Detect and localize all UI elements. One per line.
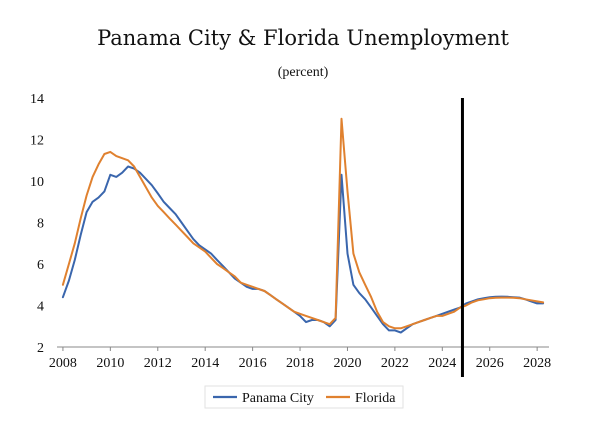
x-axis-ticks: 2008 2010 2012 2014 2016 2018 2020 2022 2024 2026… <box>49 347 551 371</box>
y-tick-label: 10 <box>30 175 44 190</box>
y-tick-label: 4 <box>37 300 44 315</box>
x-tick-label: 2010 <box>96 356 124 371</box>
x-tick-label: 2016 <box>239 356 267 371</box>
legend-box <box>204 385 404 409</box>
x-tick-label: 2028 <box>523 356 551 371</box>
series-group <box>61 117 545 334</box>
y-tick-label: 12 <box>30 134 44 149</box>
series-line-panama-city <box>61 165 545 334</box>
x-tick-label: 2026 <box>476 356 504 371</box>
y-tick-label: 6 <box>37 258 44 273</box>
y-axis-ticks: 2 4 6 8 10 12 14 <box>30 92 44 356</box>
x-tick-label: 2014 <box>191 356 219 371</box>
chart-title: Panama City & Florida Unemployment <box>97 26 509 50</box>
chart-subtitle: (percent) <box>278 65 329 80</box>
x-tick-label: 2012 <box>144 356 172 371</box>
legend-label-panama-city: Panama City <box>242 391 314 406</box>
legend: Panama City Florida <box>204 385 404 409</box>
y-tick-label: 8 <box>37 217 44 232</box>
series-line-florida <box>61 117 545 330</box>
x-tick-label: 2022 <box>381 356 409 371</box>
y-tick-label: 14 <box>30 92 44 107</box>
x-tick-label: 2020 <box>333 356 361 371</box>
x-tick-label: 2018 <box>286 356 314 371</box>
legend-label-florida: Florida <box>355 391 396 406</box>
x-tick-label: 2024 <box>428 356 456 371</box>
y-tick-label: 2 <box>37 341 44 356</box>
x-tick-label: 2008 <box>49 356 77 371</box>
